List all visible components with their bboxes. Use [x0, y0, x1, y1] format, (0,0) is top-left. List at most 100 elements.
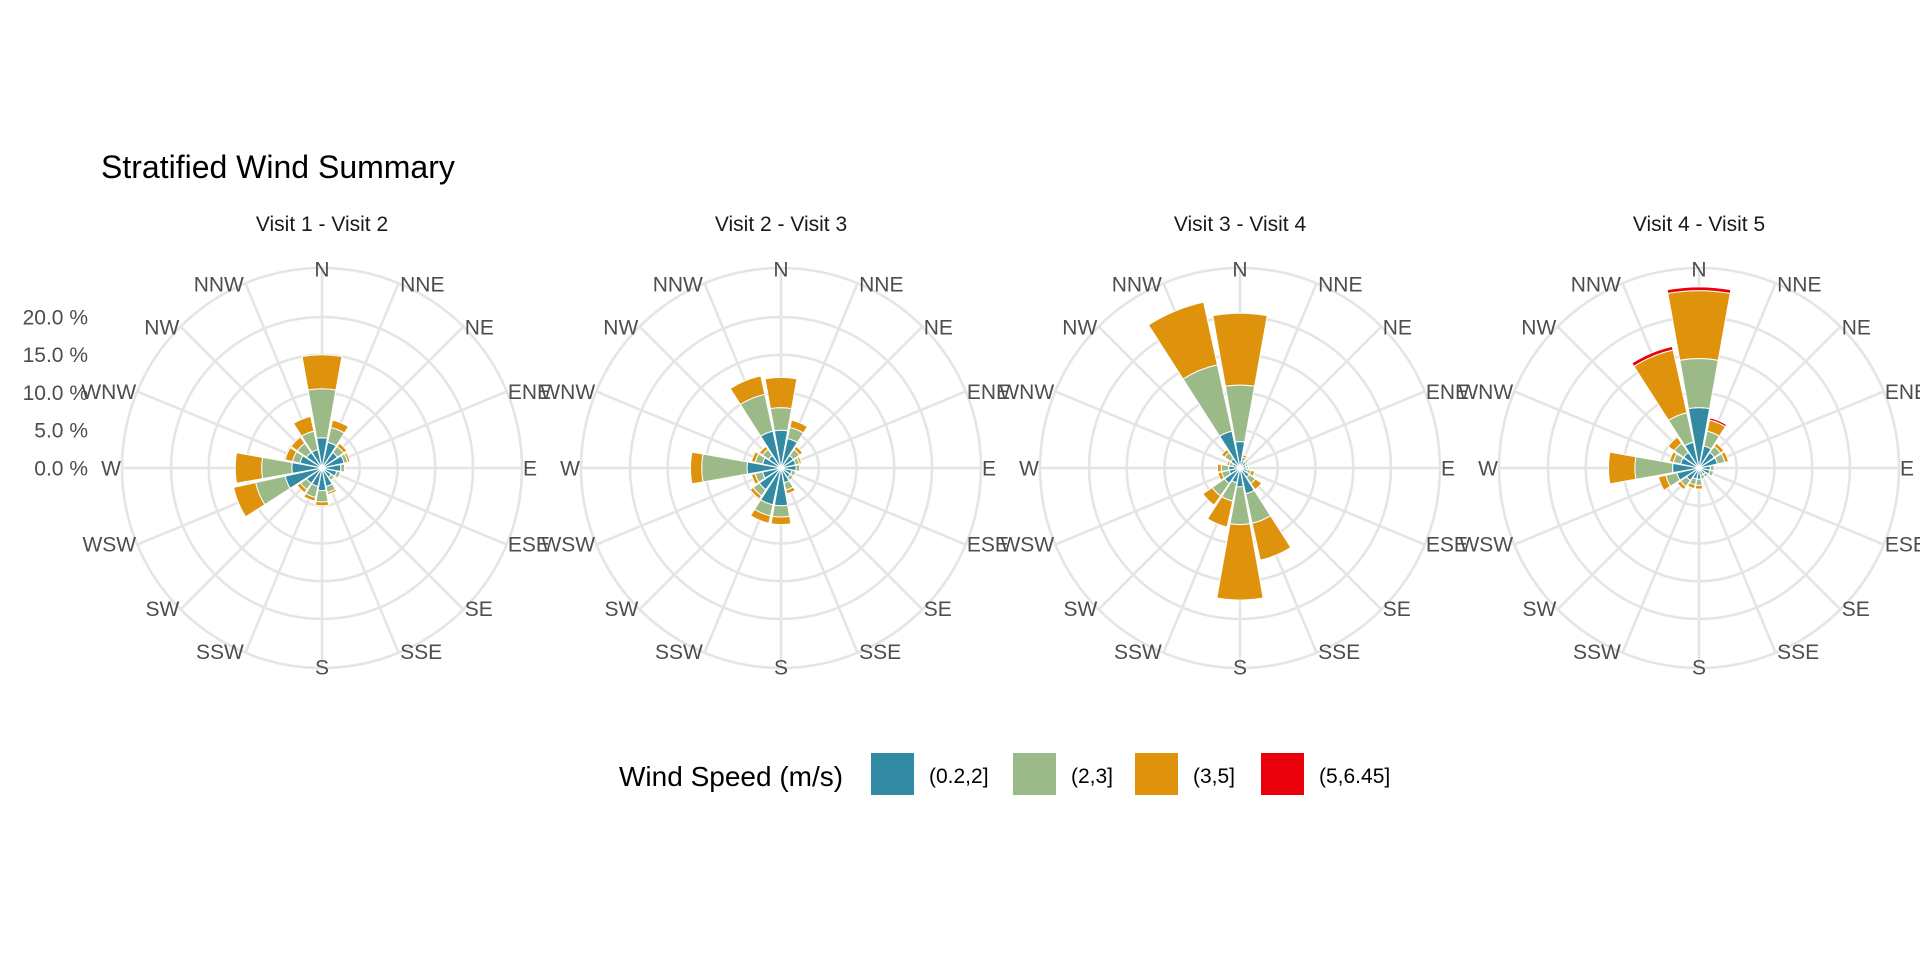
grid-spoke	[595, 466, 782, 546]
bar-w-3-5	[689, 451, 704, 485]
direction-label-se: SE	[924, 598, 952, 621]
direction-label-w: W	[101, 457, 121, 480]
grid-spoke	[1054, 390, 1241, 470]
direction-label-ssw: SSW	[1573, 641, 1621, 664]
direction-label-ne: NE	[1383, 317, 1412, 340]
bar-sw-3-5	[1676, 480, 1687, 491]
bar-nne-3-5	[789, 419, 809, 434]
direction-label-nnw: NNW	[194, 274, 244, 297]
direction-label-e: E	[1441, 457, 1455, 480]
bar-wsw-3-5	[750, 473, 760, 485]
bar-wnw-3-5	[750, 451, 760, 463]
direction-label-wnw: WNW	[1458, 381, 1513, 404]
direction-label-ese: ESE	[1885, 534, 1920, 557]
legend-item-0-2-2: (0.2,2]	[871, 753, 989, 795]
direction-label-wsw: WSW	[1459, 534, 1513, 557]
grid-spoke	[321, 390, 508, 470]
direction-label-e: E	[1900, 457, 1914, 480]
bar-nnw-3-5	[729, 375, 766, 406]
direction-label-sse: SSE	[1318, 641, 1360, 664]
bar-sse-3-5	[326, 488, 338, 496]
grid-spoke	[1698, 390, 1885, 470]
bar-ese-2-3	[334, 470, 342, 479]
bar-s-3-5	[1694, 484, 1704, 490]
direction-label-sse: SSE	[1777, 641, 1819, 664]
bar-n-3-5	[301, 354, 343, 391]
bar-w-3-5	[234, 452, 264, 484]
bar-w-3-5	[1216, 463, 1223, 473]
direction-label-wnw: WNW	[999, 381, 1054, 404]
bar-nw-3-5	[758, 445, 769, 456]
bar-s-2-3	[771, 504, 791, 518]
bar-nne-5-6-45	[1708, 417, 1728, 428]
legend-label: (3,5]	[1193, 765, 1235, 788]
bar-nw-3-5	[1220, 448, 1230, 458]
grid-spoke	[179, 467, 323, 611]
direction-label-wsw: WSW	[1000, 534, 1054, 557]
bar-ssw-3-5	[1686, 481, 1696, 490]
panel-title: Visit 1 - Visit 2	[256, 213, 388, 236]
legend-label: (0.2,2]	[929, 765, 989, 788]
direction-label-nne: NNE	[1777, 274, 1821, 297]
direction-label-w: W	[1478, 457, 1498, 480]
grid-spoke	[1239, 467, 1383, 611]
grid-spoke	[321, 325, 465, 469]
bar-nw-3-5	[1667, 436, 1683, 452]
radial-tick-label: 15.0 %	[23, 344, 88, 367]
bar-sw-3-5	[749, 486, 763, 500]
direction-label-ene: ENE	[508, 381, 551, 404]
direction-label-ne: NE	[924, 317, 953, 340]
direction-label-sse: SSE	[859, 641, 901, 664]
legend-item-2-3: (2,3]	[1013, 753, 1113, 795]
direction-label-s: S	[774, 656, 788, 679]
direction-label-s: S	[1233, 656, 1247, 679]
bar-ne-3-5	[1244, 458, 1250, 464]
direction-label-ssw: SSW	[196, 641, 244, 664]
direction-label-s: S	[1692, 656, 1706, 679]
bar-nw-3-5	[290, 436, 306, 452]
chart-title: Stratified Wind Summary	[101, 149, 455, 185]
direction-label-ene: ENE	[1885, 381, 1920, 404]
legend-swatch	[871, 753, 914, 795]
bar-n-2-3	[769, 407, 793, 432]
direction-label-ssw: SSW	[655, 641, 703, 664]
radial-tick-label: 10.0 %	[23, 382, 88, 405]
grid-spoke	[779, 467, 859, 654]
grid-spoke	[1698, 325, 1842, 469]
direction-label-nnw: NNW	[653, 274, 703, 297]
bar-ssw-3-5	[749, 508, 772, 524]
direction-label-sw: SW	[604, 598, 638, 621]
bar-s-3-5	[770, 515, 792, 526]
direction-label-ese: ESE	[508, 534, 550, 557]
direction-label-nne: NNE	[400, 274, 444, 297]
bar-sw-3-5	[296, 482, 308, 494]
bar-ene-3-5	[796, 455, 803, 465]
bar-ese-2-3	[1707, 469, 1715, 477]
direction-label-sse: SSE	[400, 641, 442, 664]
radial-tick-label: 0.0 %	[34, 457, 88, 480]
direction-label-wnw: WNW	[81, 381, 136, 404]
direction-label-n: N	[773, 258, 788, 281]
grid-spoke	[1698, 466, 1885, 546]
panel-1: Visit 1 - Visit 2 N NNE NE ENE E ESE SE SSE S SSW S…	[81, 213, 551, 679]
grid-spoke	[1097, 325, 1241, 469]
bar-wsw-3-5	[232, 481, 266, 518]
grid-spoke	[1621, 467, 1701, 654]
grid-spoke	[638, 325, 782, 469]
legend-swatch	[1135, 753, 1178, 795]
grid-spoke	[1239, 325, 1383, 469]
direction-label-ese: ESE	[967, 534, 1009, 557]
legend-item-5-6-45: (5,6.45]	[1261, 753, 1390, 795]
bar-nne-3-5	[330, 419, 350, 434]
direction-label-e: E	[982, 457, 996, 480]
bar-s-3-5	[314, 500, 330, 507]
direction-label-wsw: WSW	[82, 534, 136, 557]
direction-label-n: N	[314, 258, 329, 281]
bar-sse-3-5	[1251, 514, 1292, 561]
direction-label-sw: SW	[145, 598, 179, 621]
bar-sse-3-5	[785, 486, 796, 495]
grid-spoke	[780, 390, 967, 470]
grid-spoke	[1698, 467, 1842, 611]
bar-n-3-5	[1667, 290, 1731, 361]
grid-spoke	[320, 467, 400, 654]
